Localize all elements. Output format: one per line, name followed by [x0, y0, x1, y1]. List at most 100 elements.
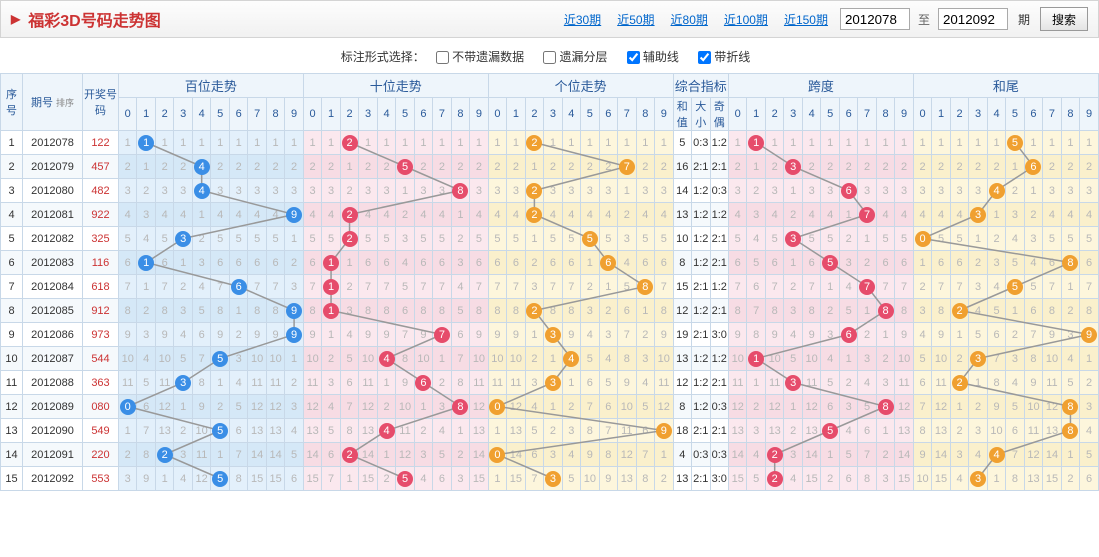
- opt-aux-line-cb[interactable]: [627, 51, 640, 64]
- search-button[interactable]: 搜索: [1040, 7, 1088, 31]
- cell-miss: 3: [1006, 347, 1024, 371]
- cell-miss: 10: [507, 347, 525, 371]
- cell-miss: 2: [137, 299, 155, 323]
- opt-miss-layer-cb[interactable]: [543, 51, 556, 64]
- cell-miss: 7: [636, 443, 654, 467]
- opt-no-miss-cb[interactable]: [436, 51, 449, 64]
- cell-miss: 8: [451, 371, 469, 395]
- cell-miss: 1: [1006, 155, 1024, 179]
- from-issue-input[interactable]: [840, 8, 910, 30]
- cell-idx: 11: [1, 371, 23, 395]
- cell-miss: 4: [969, 443, 987, 467]
- cell-miss: 11: [728, 371, 746, 395]
- cell-miss: 4: [322, 395, 340, 419]
- cell-ball: 9: [285, 299, 303, 323]
- cell-miss: 11: [266, 371, 284, 395]
- cell-miss: 3: [174, 299, 192, 323]
- ball: 7: [859, 279, 875, 295]
- cell-miss: 4: [377, 203, 395, 227]
- cell-miss: 5: [618, 275, 636, 299]
- opt-aux-line[interactable]: 辅助线: [627, 50, 679, 64]
- cell-miss: 1: [229, 131, 247, 155]
- cell-miss: 6: [322, 443, 340, 467]
- opt-polyline[interactable]: 带折线: [698, 50, 750, 64]
- cell-miss: 2: [655, 155, 673, 179]
- cell-ball: 2: [155, 443, 173, 467]
- ball: 8: [1062, 255, 1078, 271]
- cell-ball: 5: [211, 347, 229, 371]
- cell-miss: 6: [507, 251, 525, 275]
- opt-no-miss[interactable]: 不带遗漏数据: [436, 50, 524, 64]
- cell-miss: 4: [969, 299, 987, 323]
- cell-ball: 9: [655, 419, 673, 443]
- cell-miss: 6: [470, 251, 488, 275]
- digit-header: 1: [507, 98, 525, 131]
- cell-dx: 2:1: [692, 323, 710, 347]
- cell-miss: 11: [248, 371, 266, 395]
- cell-miss: 3: [599, 323, 617, 347]
- digit-header: 0: [728, 98, 746, 131]
- cell-miss: 4: [1006, 227, 1024, 251]
- cell-miss: 3: [618, 227, 636, 251]
- cell-miss: 13: [266, 419, 284, 443]
- cell-miss: 5: [1080, 227, 1099, 251]
- ball: 1: [323, 279, 339, 295]
- opt-polyline-cb[interactable]: [698, 51, 711, 64]
- cell-miss: 6: [451, 323, 469, 347]
- cell-miss: 5: [821, 227, 839, 251]
- cell-miss: 3: [839, 251, 857, 275]
- cell-miss: 6: [1080, 467, 1099, 491]
- period-link-80[interactable]: 近80期: [671, 11, 708, 28]
- cell-miss: 6: [950, 251, 968, 275]
- cell-miss: 8: [414, 299, 432, 323]
- digit-header: 8: [636, 98, 654, 131]
- cell-miss: 3: [507, 179, 525, 203]
- table-body: 1201207812211111111111121111111112111111…: [1, 131, 1099, 491]
- cell-miss: 6: [802, 251, 820, 275]
- cell-miss: 5: [802, 227, 820, 251]
- cell-miss: 1: [119, 131, 137, 155]
- cell-ball: 9: [1080, 323, 1099, 347]
- cell-miss: 2: [1061, 467, 1079, 491]
- cell-miss: 4: [784, 323, 802, 347]
- period-link-50[interactable]: 近50期: [617, 11, 654, 28]
- cell-miss: 14: [303, 443, 321, 467]
- cell-issue: 2012079: [23, 155, 83, 179]
- cell-miss: 1: [969, 371, 987, 395]
- cell-miss: 4: [747, 443, 765, 467]
- cell-ball: 3: [544, 467, 562, 491]
- cell-miss: 11: [655, 371, 673, 395]
- cell-miss: 10: [987, 419, 1005, 443]
- cell-miss: 10: [581, 467, 599, 491]
- cell-open: 122: [83, 131, 119, 155]
- cell-miss: 14: [470, 443, 488, 467]
- cell-miss: 11: [192, 443, 210, 467]
- cell-miss: 1: [728, 131, 746, 155]
- cell-miss: 1: [821, 275, 839, 299]
- period-link-150[interactable]: 近150期: [784, 11, 828, 28]
- opt-miss-layer[interactable]: 遗漏分层: [543, 50, 607, 64]
- cell-miss: 10: [895, 347, 913, 371]
- digit-header: 6: [1024, 98, 1042, 131]
- cell-issue: 2012078: [23, 131, 83, 155]
- ball: 0: [489, 447, 505, 463]
- cell-miss: 7: [211, 275, 229, 299]
- cell-miss: 4: [655, 203, 673, 227]
- period-link-100[interactable]: 近100期: [724, 11, 768, 28]
- cell-miss: 2: [525, 251, 543, 275]
- table-row: 5201208232554532555515525535525551555535…: [1, 227, 1099, 251]
- cell-miss: 1: [969, 131, 987, 155]
- ball: 1: [748, 351, 764, 367]
- to-issue-input[interactable]: [938, 8, 1008, 30]
- cell-miss: 1: [155, 131, 173, 155]
- cell-ball: 0: [488, 443, 506, 467]
- cell-miss: 5: [1006, 251, 1024, 275]
- cell-miss: 11: [1024, 419, 1042, 443]
- cell-miss: 2: [377, 467, 395, 491]
- period-link-30[interactable]: 近30期: [564, 11, 601, 28]
- digit-header: 7: [858, 98, 876, 131]
- digit-header: 2: [765, 98, 783, 131]
- sort-icon[interactable]: 排序: [56, 98, 74, 108]
- cell-issue: 2012085: [23, 299, 83, 323]
- cell-ball: 2: [950, 371, 968, 395]
